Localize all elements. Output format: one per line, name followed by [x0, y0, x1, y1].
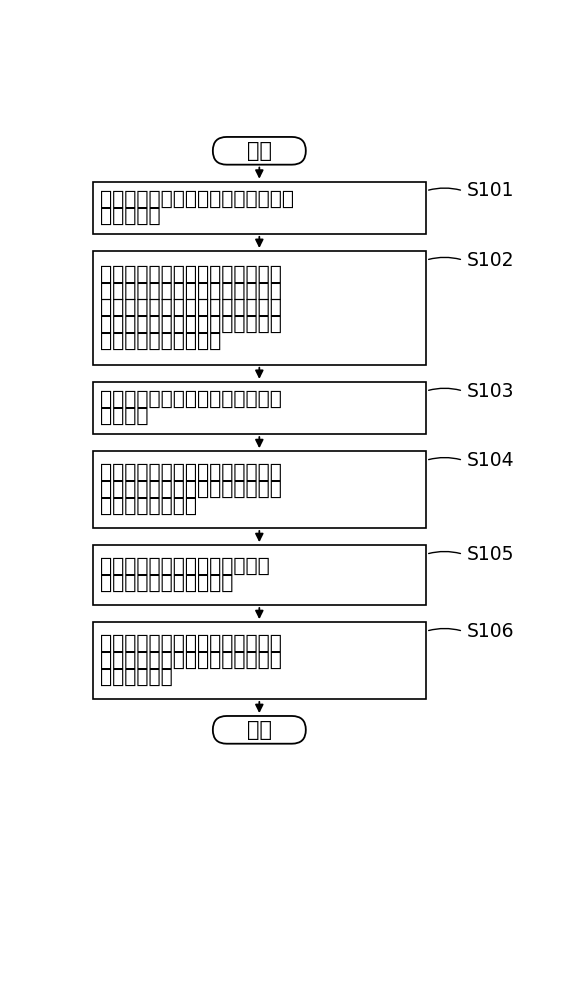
Bar: [93, 622, 426, 699]
Text: 去除该些第一金属延伸部的第一电: 去除该些第一金属延伸部的第一电: [101, 390, 282, 409]
Text: 开始: 开始: [247, 141, 272, 161]
Text: 一框架部与该些第一金属延伸部的: 一框架部与该些第一金属延伸部的: [101, 480, 282, 499]
Text: 合为一第一整合电芯框体，并使第: 合为一第一整合电芯框体，并使第: [101, 298, 282, 317]
Text: 焊接第一电极接触部与该些电芯的: 焊接第一电极接触部与该些电芯的: [101, 634, 282, 653]
Text: S105: S105: [466, 545, 513, 564]
Text: S102: S102: [466, 251, 513, 270]
Bar: [93, 382, 426, 434]
Text: S101: S101: [466, 181, 513, 200]
Text: 为一第二整合电芯框体: 为一第二整合电芯框体: [101, 332, 222, 351]
Text: S106: S106: [466, 622, 513, 641]
Text: 第一电极延伸部上: 第一电极延伸部上: [101, 497, 198, 516]
Text: 结束: 结束: [247, 720, 272, 740]
FancyBboxPatch shape: [213, 137, 306, 165]
Text: 极连接部: 极连接部: [101, 407, 149, 426]
Text: 冲压出一第一电极金属板以及一第二: 冲压出一第一电极金属板以及一第二: [101, 190, 294, 209]
Text: 布设一导线于第一电极金属板的第: 布设一导线于第一电极金属板的第: [101, 463, 282, 482]
Text: 第一框体包覆第一电极金属板而整: 第一框体包覆第一电极金属板而整: [101, 281, 282, 300]
Text: 制备一第一框体与一第二框体，使: 制备一第一框体与一第二框体，使: [101, 264, 282, 284]
Bar: [93, 251, 426, 365]
Text: 组合多数个电芯、第一整合电芯: 组合多数个电芯、第一整合电芯: [101, 557, 270, 576]
Bar: [93, 545, 426, 605]
FancyBboxPatch shape: [213, 716, 306, 744]
Text: 电极金属板: 电极金属板: [101, 207, 161, 226]
Bar: [93, 182, 426, 234]
Text: S104: S104: [466, 451, 514, 470]
Bar: [93, 451, 426, 528]
Text: 连接于第一极: 连接于第一极: [101, 668, 173, 687]
Text: S103: S103: [466, 382, 513, 401]
Text: 二框体包覆第二电极金属板而整合: 二框体包覆第二电极金属板而整合: [101, 315, 282, 334]
Text: 一第一极，使第一电极接触部电性: 一第一极，使第一电极接触部电性: [101, 651, 282, 670]
Text: 框体与第二整合电芯框体: 框体与第二整合电芯框体: [101, 574, 234, 593]
